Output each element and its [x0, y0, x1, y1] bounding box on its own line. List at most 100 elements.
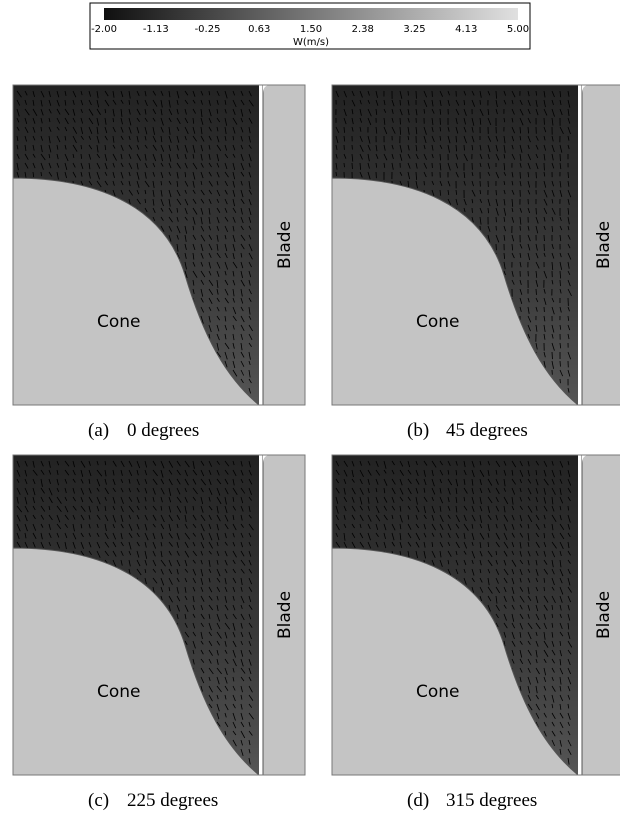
vector [216, 108, 219, 114]
vector [399, 90, 403, 99]
vector [240, 694, 243, 700]
vector [511, 586, 515, 594]
vector [471, 550, 476, 559]
vector [208, 622, 212, 631]
vector [168, 144, 171, 151]
vector [511, 523, 515, 530]
vector [152, 117, 156, 122]
vector [455, 198, 458, 206]
vector [152, 532, 156, 540]
vector [240, 478, 244, 484]
vector [559, 306, 562, 313]
vector [447, 126, 450, 132]
vector [56, 162, 60, 168]
vector [104, 117, 107, 125]
vector [200, 261, 204, 267]
vector [56, 99, 60, 107]
vector [407, 126, 410, 135]
vector [439, 559, 443, 567]
vector [535, 342, 538, 350]
vector [447, 189, 450, 195]
vector [216, 162, 220, 168]
vector [200, 469, 205, 477]
vector [527, 676, 531, 685]
vector [192, 613, 196, 618]
vector [184, 631, 190, 638]
vector [128, 478, 131, 484]
vector [447, 90, 450, 96]
vector [40, 108, 44, 116]
vector [240, 748, 244, 757]
vector [367, 460, 371, 466]
vector [471, 541, 474, 546]
vector [248, 198, 252, 206]
vector [567, 261, 570, 269]
vector [375, 523, 379, 531]
vector [519, 595, 525, 603]
vector [224, 595, 228, 603]
vector [495, 108, 498, 115]
vector [399, 171, 403, 176]
vector [519, 640, 523, 645]
vector [96, 162, 101, 169]
vector [543, 90, 546, 98]
vector [511, 595, 515, 602]
vector [455, 532, 459, 539]
vector [567, 757, 570, 765]
vector [216, 712, 220, 720]
vector [168, 180, 172, 185]
vector [335, 523, 340, 531]
vector [439, 532, 443, 538]
vector [56, 523, 62, 530]
vector [471, 505, 475, 512]
vector [224, 207, 228, 213]
vector [527, 469, 530, 477]
vector [112, 99, 117, 105]
vector [240, 216, 244, 224]
vector [351, 523, 355, 529]
vector [200, 99, 203, 105]
vector [216, 261, 221, 269]
vector [16, 514, 21, 522]
vector [144, 189, 147, 195]
vector [184, 225, 188, 234]
vector [447, 478, 453, 486]
vector [567, 532, 571, 538]
vector [479, 478, 482, 485]
vector [16, 496, 19, 504]
vector [144, 478, 148, 484]
vector [208, 207, 211, 215]
vector [144, 126, 148, 135]
vector [208, 496, 211, 502]
vector [503, 496, 509, 505]
vector [184, 126, 189, 134]
vector [104, 541, 110, 548]
vector [503, 90, 506, 96]
vector [431, 505, 435, 514]
vector [168, 595, 173, 603]
vector [72, 469, 76, 476]
gap [578, 455, 582, 775]
vector [128, 108, 131, 115]
vector [232, 342, 235, 349]
vector [128, 126, 132, 134]
vector [519, 568, 523, 576]
vector [367, 144, 371, 151]
vector [192, 99, 196, 104]
vector [208, 559, 211, 567]
vector [495, 153, 500, 161]
vector [375, 469, 381, 476]
vector [359, 478, 363, 485]
vector [447, 568, 452, 577]
vector [439, 108, 442, 115]
vector [128, 469, 133, 476]
vector [455, 505, 458, 513]
vector [423, 523, 427, 530]
vector [559, 622, 563, 630]
vector [88, 180, 93, 186]
vector [455, 126, 459, 134]
vector [455, 478, 459, 487]
vector [224, 99, 227, 105]
vector [184, 622, 188, 628]
vector [551, 198, 554, 204]
